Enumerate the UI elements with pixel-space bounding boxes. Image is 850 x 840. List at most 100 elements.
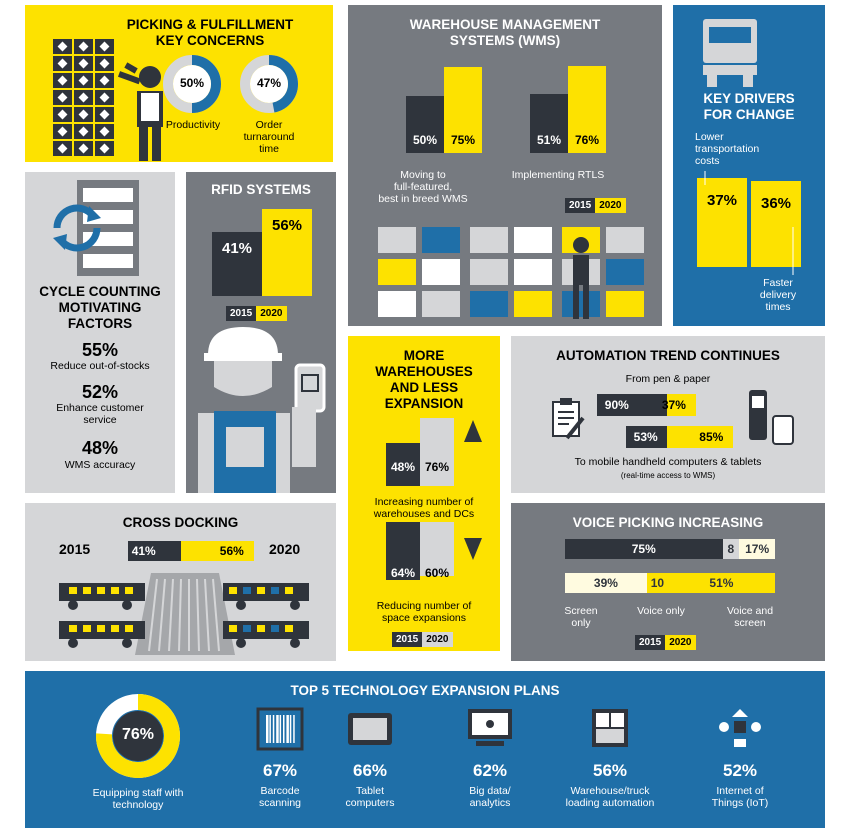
picking-panel: PICKING & FULFILLMENT KEY CONCERNS 50% Pr… <box>25 5 333 162</box>
monitor-network-icon <box>468 709 512 746</box>
cycle-panel: CYCLE COUNTING MOTIVATING FACTORS 55% Redu… <box>25 172 175 493</box>
automation-title: AUTOMATION TREND CONTINUES <box>556 348 780 363</box>
top5-item-value: 52% <box>722 761 758 780</box>
top5-donut: 76% <box>95 693 181 779</box>
rfid-title: RFID SYSTEMS <box>211 182 311 197</box>
rfid-value-2020: 56% <box>271 217 303 235</box>
more-wh-title: MORE WAREHOUSES AND LESS EXPANSION <box>375 348 473 411</box>
voice-panel: VOICE PICKING INCREASING 75% 8 17% 39% 10 51%… <box>511 503 825 661</box>
cycle-value-1: 55% <box>81 340 119 360</box>
more-value-2020: 60% <box>424 566 450 580</box>
picking-donut-1-value: 50% <box>179 76 205 90</box>
wms-bar-2020 <box>568 65 606 153</box>
picking-donut-2: 47% <box>240 55 298 113</box>
picking-donut-1: 50% <box>163 55 221 113</box>
cross-bar-2020 <box>181 541 254 561</box>
voice-bar-2020 <box>667 573 775 593</box>
voice-bar-2015 <box>739 539 775 559</box>
voice-bar-2020 <box>646 573 668 593</box>
automation-panel: AUTOMATION TREND CONTINUES From pen & pa… <box>511 336 825 493</box>
worker-icon <box>117 62 163 161</box>
cross-year-right: 2020 <box>269 541 301 557</box>
wms-panel: WAREHOUSE MANAGEMENT SYSTEMS (WMS) 50% 75%… <box>348 5 662 326</box>
drivers-bottom-label: Faster delivery times <box>759 277 797 313</box>
tablet-icon <box>348 713 392 745</box>
drivers-top-label: Lower transportation costs <box>695 131 760 167</box>
donut-value-arc <box>96 694 180 778</box>
more-bar-2015 <box>386 522 420 580</box>
down-arrow-icon <box>464 538 482 560</box>
voice-bar-2015 <box>722 539 740 559</box>
automation-bar-2015 <box>625 426 667 448</box>
top5-title: TOP 5 TECHNOLOGY EXPANSION PLANS <box>290 683 560 698</box>
wms-label-1: Moving to full-featured, best in breed W… <box>378 169 468 205</box>
more-bar-2020 <box>420 522 454 576</box>
cycle-label-2: Enhance customer service <box>56 402 144 426</box>
voice-value-2015: 8 <box>727 542 735 556</box>
cross-panel: CROSS DOCKING 2015 2020 41% 56% <box>25 503 336 661</box>
wms-title: WAREHOUSE MANAGEMENT SYSTEMS (WMS) <box>409 17 601 48</box>
drivers-value: 37% <box>706 192 738 210</box>
top5-donut-caption: Equipping staff with technology <box>92 787 184 811</box>
cycle-label-1: Reduce out-of-stocks <box>50 360 150 372</box>
donut-value-arc <box>268 55 298 113</box>
rfid-value-2015: 41% <box>221 240 253 258</box>
automation-to-label: To mobile handheld computers & tablets <box>574 456 762 468</box>
legend-2020: 2020 <box>665 635 696 650</box>
drivers-value: 36% <box>760 194 792 212</box>
legend-2020: 2020 <box>595 198 626 213</box>
legend-2020: 2020 <box>422 632 453 647</box>
automation-bar-2020 <box>667 394 696 416</box>
refresh-icon <box>53 204 101 252</box>
top5-item-label: Warehouse/truck loading automation <box>565 785 655 809</box>
automation-value-2015: 90% <box>604 398 629 412</box>
wms-value-2015: 50% <box>412 133 438 147</box>
more-wh-panel: MORE WAREHOUSES AND LESS EXPANSION 48% 76% 64… <box>348 336 500 651</box>
wms-bar-2020 <box>444 66 482 153</box>
voice-cat-2: Voice only <box>637 605 685 617</box>
voice-value-2020: 51% <box>709 576 734 590</box>
wms-bar-2015 <box>530 94 568 153</box>
picking-title: PICKING & FULFILLMENT KEY CONCERNS <box>126 17 294 48</box>
handheld-icon <box>749 390 794 445</box>
drivers-panel: KEY DRIVERS FOR CHANGE Lower transportati… <box>673 5 825 326</box>
top5-item-value: 66% <box>352 761 388 780</box>
automation-value-2020: 37% <box>661 398 686 412</box>
cross-dock-illustration <box>59 573 309 655</box>
voice-value-2020: 39% <box>593 576 618 590</box>
top5-item-value: 56% <box>592 761 628 780</box>
top5-item-label: Internet of Things (IoT) <box>711 785 769 809</box>
top5-item-value: 62% <box>472 761 508 780</box>
voice-value-2015: 75% <box>631 542 656 556</box>
warehouse-shelves-illustration <box>378 227 644 319</box>
voice-value-2020: 10 <box>650 576 665 590</box>
automation-value-2015: 53% <box>633 430 658 444</box>
voice-title: VOICE PICKING INCREASING <box>572 515 764 530</box>
wms-legend: 2015 2020 <box>565 198 626 213</box>
legend-2015: 2015 <box>635 635 666 650</box>
legend-2020: 2020 <box>256 306 287 321</box>
voice-cat-3: Voice and screen <box>726 605 774 629</box>
top5-item: 52% Internet of Things (IoT) <box>685 709 795 819</box>
cycle-title: CYCLE COUNTING MOTIVATING FACTORS <box>39 284 161 331</box>
top5-item-label: Big data/analytics <box>469 785 511 809</box>
drivers-bar <box>697 178 747 267</box>
top5-item-label: Barcode scanning <box>258 785 302 809</box>
top5-item: 56% Warehouse/truck loading automation <box>555 709 665 819</box>
picking-donut-1-label: Productivity <box>165 119 221 131</box>
voice-legend: 2015 2020 <box>635 635 696 650</box>
rfid-panel: RFID SYSTEMS 41% 56% 2015 2020 <box>186 172 336 493</box>
donut-value-arc <box>191 55 221 113</box>
truck-loading-icon <box>592 709 628 747</box>
wms-bar-2015 <box>406 95 444 153</box>
wms-value-2015: 51% <box>536 133 562 147</box>
automation-bar-2020 <box>667 426 734 448</box>
top5-item-value: 67% <box>262 761 298 780</box>
top5-panel: TOP 5 TECHNOLOGY EXPANSION PLANS 76% Equ… <box>25 671 825 828</box>
shelf-grid-icon <box>53 39 115 157</box>
cycle-label-3: WMS accuracy <box>64 459 136 471</box>
rfid-bar-2015 <box>212 232 262 296</box>
more-bar-2020 <box>420 417 454 486</box>
cycle-value-3: 48% <box>81 438 119 458</box>
cross-bar-2015 <box>127 541 181 561</box>
